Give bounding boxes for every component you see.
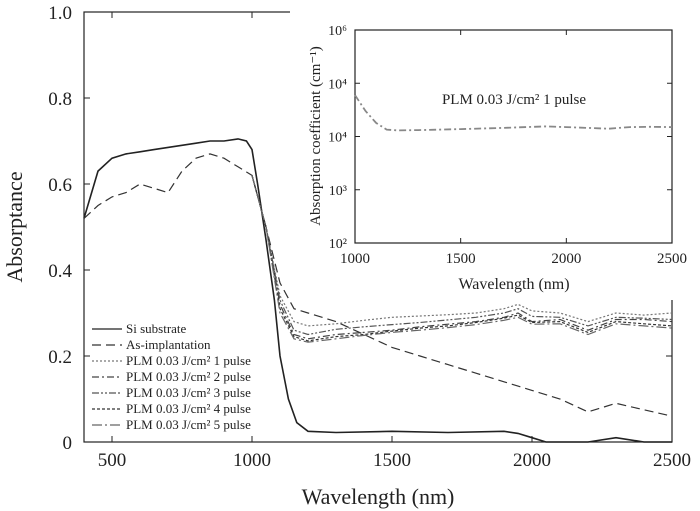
inset-y-ticks: 10² 10³ 10⁴ 10⁴ 10⁶ [328,24,672,252]
main-y-tick-label: 1.0 [48,3,72,24]
main-y-axis-label: Absorptance [2,171,27,282]
main-series [83,138,673,443]
main-plot: 500 1000 1500 2000 2500 0 0.2 0.4 0.6 0.8 1.0 Wav… [2,3,691,509]
inset-x-tick-label: 2000 [551,251,581,267]
main-y-tick-label: 0.4 [48,261,72,282]
inset-y-tick-label: 10² [329,237,347,252]
series-line-6 [251,175,673,342]
inset-x-tick-label: 1500 [446,251,476,267]
inset-y-tick-label: 10³ [329,184,347,199]
legend-label: PLM 0.03 J/cm² 2 pulse [126,369,251,384]
main-x-tick-label: 500 [98,450,127,471]
main-x-ticks: 500 1000 1500 2000 2500 [98,12,691,471]
main-y-tick-label: 0 [63,433,73,454]
main-y-tick-label: 0.6 [48,175,72,196]
legend-label: PLM 0.03 J/cm² 1 pulse [126,353,251,368]
main-x-axis-label: Wavelength (nm) [302,484,455,509]
series-line-2 [83,153,673,417]
inset-y-tick-label: 10⁴ [328,131,347,146]
series-line-5 [251,175,673,336]
inset-background [290,4,696,300]
inset-x-ticks: 1000 1500 2000 2500 [340,30,687,267]
inset-x-tick-label: 2500 [657,251,687,267]
main-y-tick-label: 0.8 [48,89,72,110]
inset-plot: 1000 1500 2000 2500 10² 10³ 10⁴ 10⁴ 10⁶ PLM 0.0… [290,4,696,300]
inset-y-tick-label: 10⁴ [328,77,347,92]
legend-label: As-implantation [126,337,211,352]
main-x-tick-label: 2500 [653,450,691,471]
legend-label: PLM 0.03 J/cm² 5 pulse [126,417,251,432]
inset-x-tick-label: 1000 [340,251,370,267]
main-x-tick-label: 2000 [513,450,551,471]
inset-annotation: PLM 0.03 J/cm² 1 pulse [442,92,586,108]
main-x-tick-label: 1000 [233,450,271,471]
legend-label: PLM 0.03 J/cm² 3 pulse [126,385,251,400]
legend-label: PLM 0.03 J/cm² 4 pulse [126,401,251,416]
series-line-7 [251,175,673,343]
legend-label: Si substrate [126,321,187,336]
series-line-4 [251,175,673,340]
series-line-3 [251,175,673,327]
inset-x-axis-label: Wavelength (nm) [458,276,569,293]
main-y-tick-label: 0.2 [48,347,72,368]
main-x-tick-label: 1500 [373,450,411,471]
inset-y-axis-label: Absorption coefficient (cm⁻¹) [308,46,324,226]
inset-y-tick-label: 10⁶ [328,24,347,39]
series-line-1 [83,138,672,443]
main-y-ticks: 0 0.2 0.4 0.6 0.8 1.0 [48,3,672,454]
